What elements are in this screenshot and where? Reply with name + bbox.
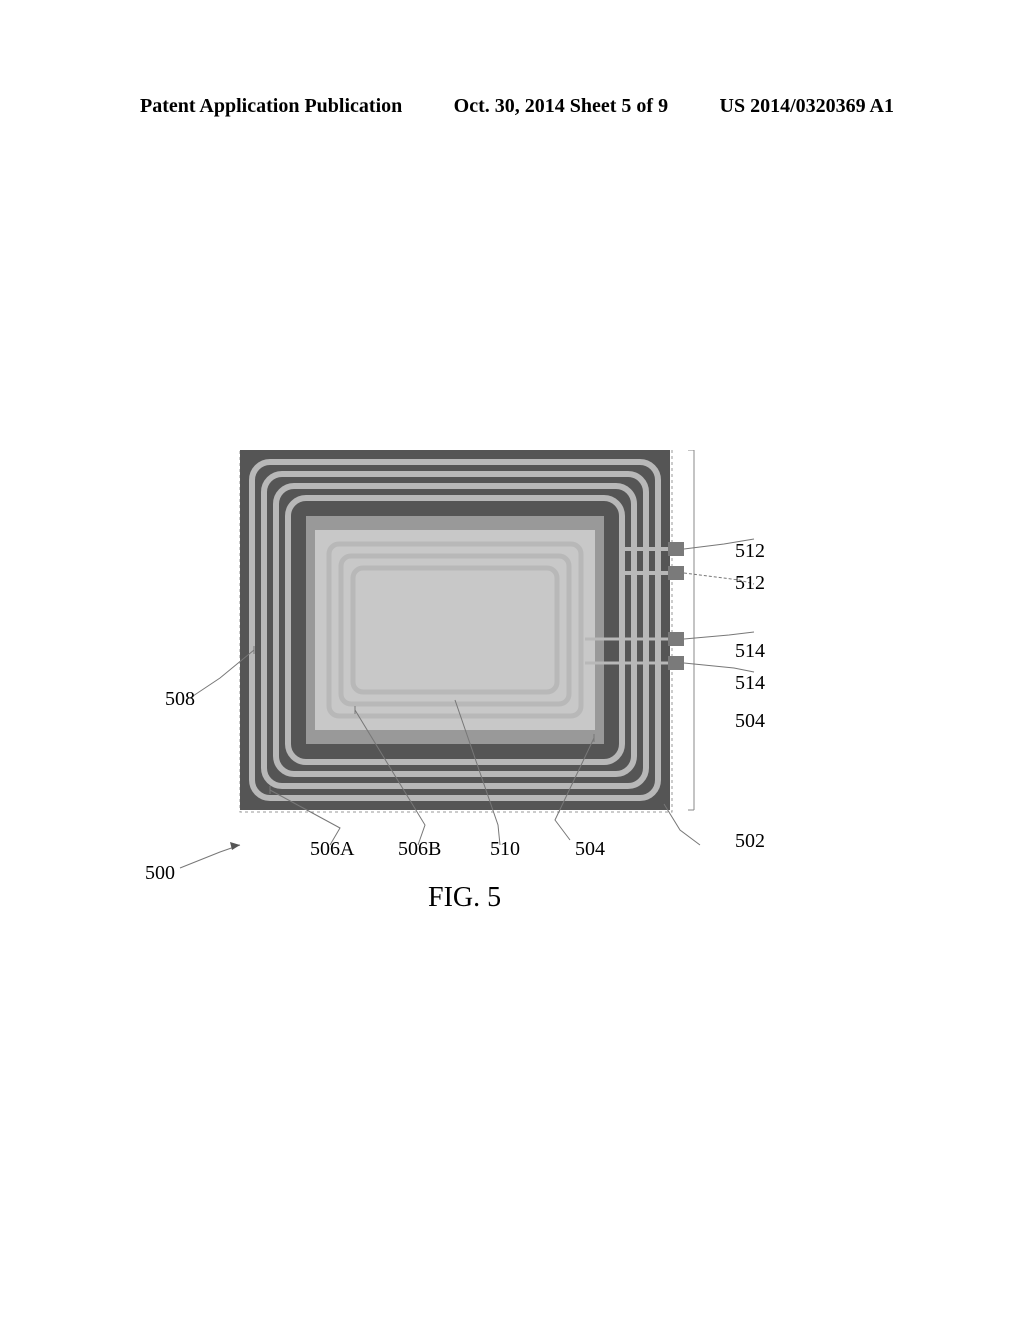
callout-506b: 506B [398,838,441,861]
header-right: US 2014/0320369 A1 [720,95,894,118]
callout-500: 500 [145,862,175,885]
callout-502: 502 [735,830,765,853]
callout-512-b: 512 [735,572,765,595]
figure-5 [140,450,884,935]
callout-514-b: 514 [735,672,765,695]
header-middle: Oct. 30, 2014 Sheet 5 of 9 [454,95,668,118]
figure-caption: FIG. 5 [428,882,501,914]
page-header: Patent Application Publication Oct. 30, … [0,95,1024,118]
callout-514-a: 514 [735,640,765,663]
header-left: Patent Application Publication [140,95,402,118]
callout-512-a: 512 [735,540,765,563]
callout-506a: 506A [310,838,354,861]
page: Patent Application Publication Oct. 30, … [0,0,1024,1320]
callout-504-bottom: 504 [575,838,605,861]
callout-508: 508 [165,688,195,711]
callout-504-right: 504 [735,710,765,733]
callout-510: 510 [490,838,520,861]
